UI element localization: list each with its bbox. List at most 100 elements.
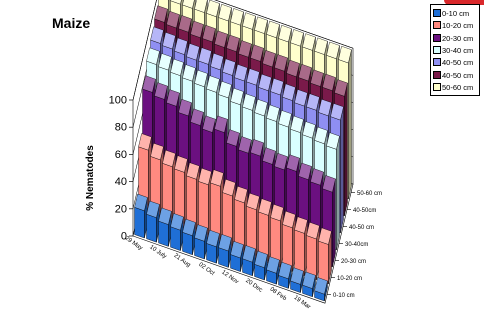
y-axis-label: % Nematodes xyxy=(85,145,96,211)
bar-top xyxy=(258,73,272,92)
bar-top xyxy=(322,175,336,193)
legend: 0-10 cm 10-20 cm 20-30 cm 30-40 cm 40-50 cm 4… xyxy=(430,4,480,96)
bar-top xyxy=(294,89,308,107)
gridline xyxy=(132,0,354,101)
bar-top xyxy=(290,267,304,285)
bar-top xyxy=(262,50,276,68)
bar-top xyxy=(242,12,256,30)
legend-label: 10-20 cm xyxy=(442,21,474,31)
bar-top xyxy=(158,207,172,225)
bar-top xyxy=(254,98,268,117)
bar-top xyxy=(230,8,244,26)
bar-top xyxy=(198,167,212,186)
bar-top xyxy=(182,64,196,82)
bar-top xyxy=(310,168,324,186)
depth-tick-label: 40-50cm xyxy=(353,208,376,214)
legend-swatch xyxy=(433,58,441,67)
bar-top xyxy=(250,139,264,157)
bar-front xyxy=(158,220,169,247)
bar-top xyxy=(298,162,312,180)
bar-top xyxy=(142,75,156,93)
bar-top xyxy=(146,47,160,65)
bar-top xyxy=(270,203,284,222)
bar-top xyxy=(318,227,332,245)
bar-top xyxy=(262,147,276,165)
bar xyxy=(182,218,196,256)
bar-front xyxy=(170,226,181,251)
legend-item: 20-30 cm xyxy=(433,33,473,45)
bar xyxy=(242,245,256,277)
bar xyxy=(146,200,160,243)
bar-top xyxy=(234,185,248,204)
bar xyxy=(302,271,316,298)
bar-top xyxy=(322,73,336,91)
bar-top xyxy=(286,154,300,172)
bar-top xyxy=(242,93,256,111)
bar-top xyxy=(194,69,208,88)
bar-top xyxy=(150,26,164,44)
bar xyxy=(210,169,224,247)
bar-top xyxy=(302,33,316,51)
bar-top xyxy=(266,20,280,39)
bar-top xyxy=(210,169,224,187)
bar-top xyxy=(286,59,300,78)
bar xyxy=(266,256,280,285)
legend-item: 40-50 cm xyxy=(433,70,473,82)
bar-top xyxy=(138,133,152,151)
bar-top xyxy=(186,43,200,61)
bar-top xyxy=(182,218,196,236)
legend-item: 50-60 cm xyxy=(433,82,473,94)
bar-top xyxy=(214,115,228,133)
bar-top xyxy=(202,24,216,43)
legend-swatch xyxy=(433,33,441,42)
bar-top xyxy=(278,110,292,128)
y-tick-label: 40 xyxy=(115,176,127,188)
bar-top xyxy=(314,37,328,55)
bar-top xyxy=(170,213,184,231)
bar-top xyxy=(174,37,188,55)
legend-label: 0-10 cm xyxy=(442,9,470,18)
bar-top xyxy=(306,93,320,111)
bar xyxy=(294,216,308,276)
bar-front xyxy=(134,207,145,239)
bar-top xyxy=(254,250,268,268)
bar-front xyxy=(182,232,193,256)
bar-top xyxy=(170,58,184,76)
depth-axis: 0-10 cm 10-20 cm 20-30 cm 30-40cm 40-50 cm 40… xyxy=(327,191,382,299)
bar-top xyxy=(186,162,200,180)
bar-top xyxy=(302,271,316,289)
bar-top xyxy=(274,54,288,72)
bar-top xyxy=(210,52,224,71)
bar xyxy=(282,210,296,272)
legend-label: 20-30 cm xyxy=(442,33,474,43)
bar-side xyxy=(332,178,336,268)
bar-top xyxy=(146,200,160,218)
bar xyxy=(158,207,172,247)
bar-top xyxy=(330,103,344,121)
bar-top xyxy=(178,98,192,117)
bar-top xyxy=(218,80,232,99)
y-tick-label: 20 xyxy=(115,203,127,215)
bar-front xyxy=(318,240,329,285)
legend-item: 0-10 cm xyxy=(433,8,469,20)
bar-top xyxy=(206,0,220,18)
depth-tick-label: 10-20 cm xyxy=(337,276,362,282)
bar-side xyxy=(336,136,340,251)
bar-front xyxy=(146,213,157,243)
legend-swatch xyxy=(433,70,441,79)
bar-top xyxy=(302,121,316,139)
bar xyxy=(314,277,328,302)
depth-tick-label: 50-60 cm xyxy=(357,191,382,197)
legend-label: 50-60 cm xyxy=(442,82,474,92)
corner-tab xyxy=(444,0,484,5)
depth-tick-label: 0-10 cm xyxy=(333,293,355,299)
bar-top xyxy=(134,193,148,212)
bar-side xyxy=(344,82,348,217)
bar-top xyxy=(198,47,212,65)
legend-swatch xyxy=(433,82,441,91)
bar-top xyxy=(154,5,168,23)
legend-swatch xyxy=(433,21,441,30)
bar-top xyxy=(222,178,236,197)
y-tick-label: 100 xyxy=(109,95,127,107)
